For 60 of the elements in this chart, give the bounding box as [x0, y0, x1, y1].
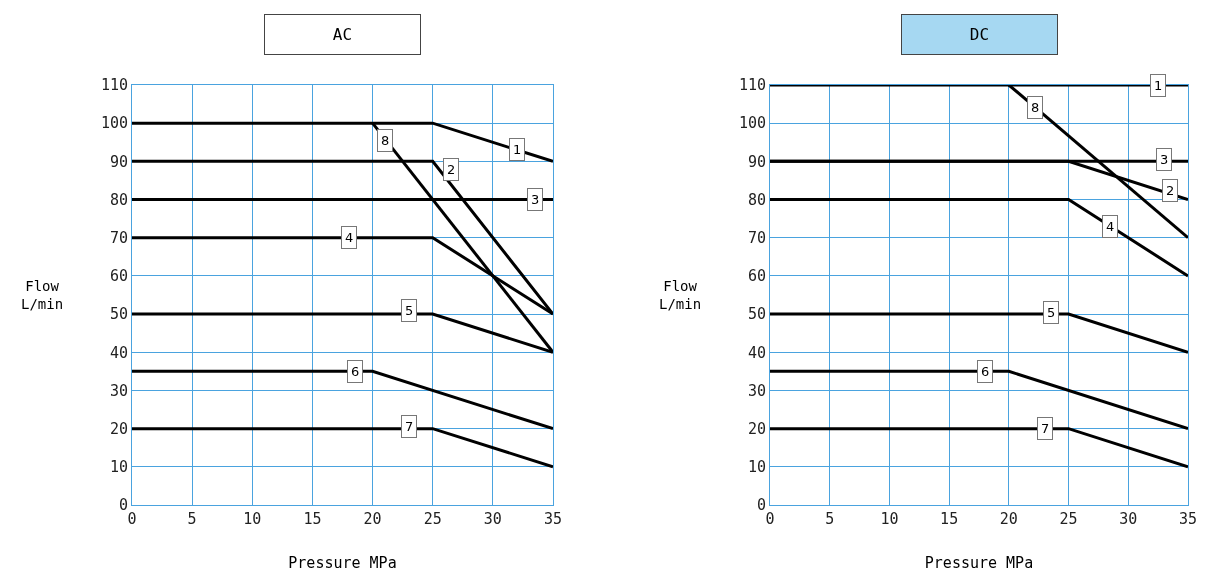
- x-tick-label: 35: [543, 510, 563, 528]
- y-axis-title: Flow L/min: [21, 278, 64, 313]
- y-tick-label: 110: [738, 76, 766, 95]
- y-tick-label: 0: [756, 496, 766, 515]
- y-tick-label: 60: [109, 267, 128, 286]
- annotation: 7: [405, 419, 414, 434]
- x-tick-label: 5: [187, 510, 197, 528]
- y-tick-label: 10: [109, 458, 128, 477]
- x-tick-label: 15: [303, 510, 322, 528]
- x-tick-label: 15: [940, 510, 959, 528]
- annotation: 2: [447, 162, 456, 177]
- x-tick-label: 25: [423, 510, 442, 528]
- x-tick-label: 10: [243, 510, 262, 528]
- annotation: 8: [1031, 100, 1040, 115]
- y-tick-label: 50: [109, 305, 128, 324]
- x-tick-label: 25: [1059, 510, 1078, 528]
- x-axis-title: Pressure MPa: [924, 554, 1034, 572]
- y-tick-label: 70: [109, 228, 128, 247]
- chart-title: AC: [332, 25, 353, 44]
- annotation: 2: [1166, 183, 1175, 198]
- y-tick-label: 20: [109, 419, 128, 438]
- y-tick-label: 30: [109, 381, 128, 400]
- x-tick-label: 30: [483, 510, 502, 528]
- y-tick-label: 100: [738, 114, 766, 133]
- y-tick-label: 90: [747, 152, 766, 171]
- y-tick-label: 40: [747, 343, 766, 362]
- annotation: 5: [405, 303, 414, 318]
- annotation: 6: [351, 364, 360, 379]
- y-tick-label: 70: [747, 228, 766, 247]
- x-tick-label: 20: [363, 510, 382, 528]
- annotation: 4: [345, 230, 354, 245]
- x-tick-label: 35: [1178, 510, 1198, 528]
- y-axis-title: Flow L/min: [659, 278, 702, 313]
- y-tick-label: 10: [747, 458, 766, 477]
- x-tick-label: 5: [825, 510, 835, 528]
- y-tick-label: 80: [747, 190, 766, 209]
- annotation: 6: [981, 364, 990, 379]
- y-tick-label: 30: [747, 381, 766, 400]
- x-tick-label: 30: [1119, 510, 1138, 528]
- x-tick-label: 20: [999, 510, 1018, 528]
- annotation: 3: [531, 192, 540, 207]
- chart-title: DC: [969, 25, 990, 44]
- y-tick-label: 0: [118, 496, 128, 515]
- y-tick-label: 110: [100, 76, 128, 95]
- y-tick-label: 50: [747, 305, 766, 324]
- y-tick-label: 60: [747, 267, 766, 286]
- annotation: 1: [1154, 78, 1163, 93]
- y-tick-label: 80: [109, 190, 128, 209]
- annotation: 7: [1041, 421, 1050, 436]
- annotation: 3: [1160, 152, 1169, 167]
- annotation: 8: [381, 133, 390, 148]
- y-tick-label: 40: [109, 343, 128, 362]
- y-tick-label: 90: [109, 152, 128, 171]
- y-tick-label: 100: [100, 114, 128, 133]
- y-tick-label: 20: [747, 419, 766, 438]
- x-axis-title: Pressure MPa: [288, 554, 397, 572]
- x-tick-label: 10: [880, 510, 899, 528]
- annotation: 5: [1047, 305, 1056, 320]
- annotation: 1: [513, 142, 522, 157]
- annotation: 4: [1106, 219, 1115, 234]
